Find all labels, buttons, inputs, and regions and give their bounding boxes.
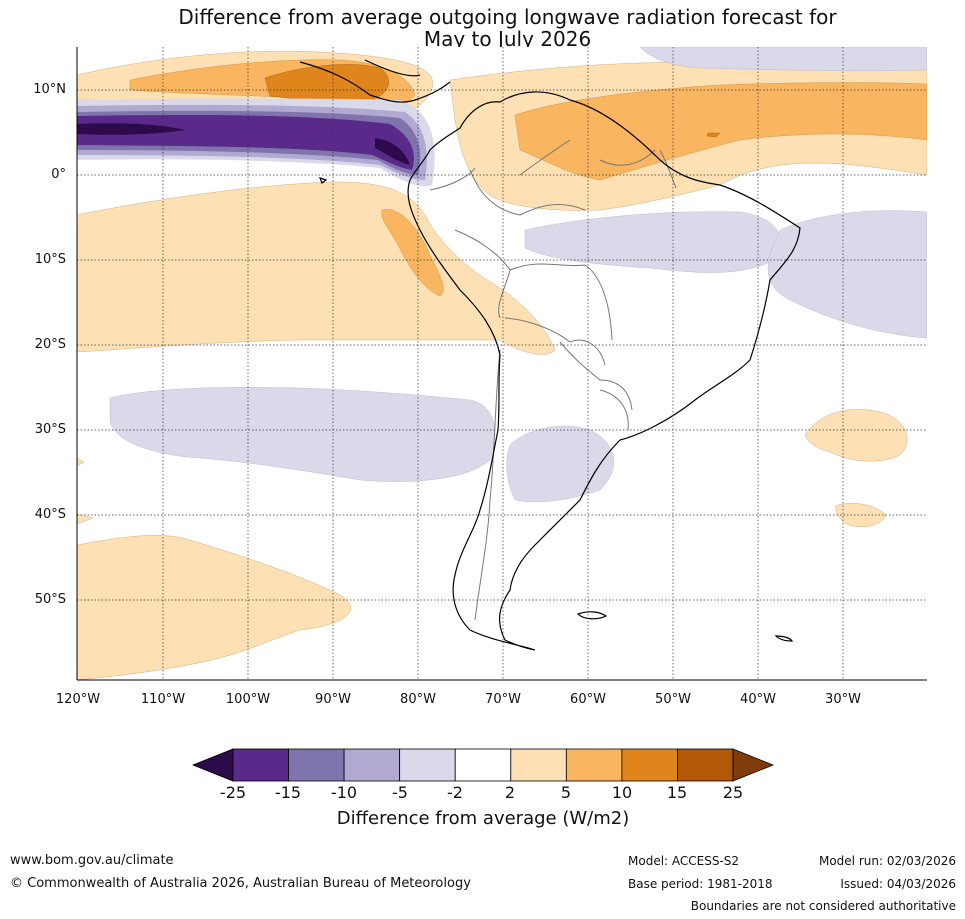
- coastlines: [299, 59, 801, 651]
- anomaly-region-southeast-pacific: [77, 535, 352, 680]
- colorbar-segment: [343, 748, 401, 782]
- coastline-central-america: [299, 61, 451, 103]
- graticule: [77, 47, 927, 680]
- lat-label-40s: 40°S: [34, 507, 66, 522]
- copyright-text: © Commonwealth of Australia 2026, Austra…: [10, 876, 471, 891]
- colorbar-tick-label: 25: [722, 783, 744, 802]
- lon-label-50w: 50°W: [655, 692, 691, 707]
- colorbar-segment: [232, 748, 289, 782]
- colorbar-extend-low: [191, 748, 234, 782]
- colorbar-tick-label: -10: [330, 783, 358, 802]
- anomaly-region-atlantic-spot: [706, 132, 721, 138]
- colorbar: [191, 748, 775, 782]
- lon-label-90w: 90°W: [315, 692, 351, 707]
- issued-date: Issued: 04/03/2026: [840, 877, 956, 891]
- colorbar-tick-label: 10: [611, 783, 633, 802]
- anomaly-region-west-edge: [77, 457, 85, 467]
- colorbar-segment: [399, 748, 456, 782]
- colorbar-tick-label: -15: [274, 783, 302, 802]
- anomaly-region-east-pacific: [77, 181, 556, 355]
- lat-label-10s: 10°S: [34, 252, 66, 267]
- lat-label-20s: 20°S: [34, 337, 66, 352]
- lon-label-120w: 120°W: [55, 692, 101, 707]
- colorbar-tick-label: 15: [666, 783, 688, 802]
- anomaly-region-peru-coast: [381, 209, 444, 297]
- base-period: Base period: 1981-2018: [628, 877, 773, 891]
- lon-label-70w: 70°W: [485, 692, 521, 707]
- lon-label-60w: 60°W: [570, 692, 606, 707]
- anomaly-region-west-edge-2: [77, 513, 94, 525]
- colorbar-segment: [288, 748, 345, 782]
- anomaly-minus2-to-minus5-areas: [109, 47, 927, 503]
- colorbar-tick-label: 2: [504, 783, 516, 802]
- colorbar-tick-label: 5: [560, 783, 572, 802]
- anomaly-region-band-minus25: [77, 123, 410, 165]
- lat-label-30s: 30°S: [34, 422, 66, 437]
- lat-label-0: 0°: [51, 167, 66, 182]
- lat-label-10n: 10°N: [33, 82, 66, 97]
- map-title-line-1: Difference from average outgoing longwav…: [178, 5, 837, 29]
- colorbar-segment: [454, 748, 512, 782]
- lat-label-50s: 50°S: [34, 592, 66, 607]
- website-link[interactable]: www.bom.gov.au/climate: [10, 853, 174, 868]
- model-name: Model: ACCESS-S2: [628, 854, 740, 868]
- colorbar-segment: [510, 748, 567, 782]
- boundaries-disclaimer: Boundaries are not considered authoritat…: [690, 899, 956, 913]
- anomaly-negative-band: [77, 98, 435, 187]
- anomaly-region-south-pacific-neg: [109, 387, 496, 482]
- anomaly-region-atlantic-neg: [767, 210, 927, 339]
- anomaly-region-north-atlantic-neg: [639, 47, 927, 72]
- lon-label-110w: 110°W: [140, 692, 186, 707]
- anomaly-region-argentina-neg: [506, 425, 614, 503]
- colorbar-tick-label: -5: [392, 783, 408, 802]
- anomaly-region-north-brazil: [514, 82, 927, 181]
- map-panel: [77, 47, 927, 680]
- model-run-date: Model run: 02/03/2026: [818, 854, 956, 868]
- coastline-south-america: [407, 91, 801, 651]
- colorbar-extend-high: [732, 748, 775, 782]
- coastline-galapagos: [318, 177, 328, 184]
- country-borders: [429, 139, 677, 621]
- colorbar-segment: [565, 748, 623, 782]
- lon-label-40w: 40°W: [740, 692, 776, 707]
- anomaly-region-south-atlantic-1: [804, 409, 908, 462]
- colorbar-tick-label: -25: [219, 783, 247, 802]
- colorbar-segment: [621, 748, 678, 782]
- lon-label-100w: 100°W: [225, 692, 271, 707]
- colorbar-title: Difference from average (W/m2): [336, 808, 630, 829]
- colorbar-tick-label: -2: [447, 783, 463, 802]
- lon-label-80w: 80°W: [400, 692, 436, 707]
- lon-label-30w: 30°W: [825, 692, 861, 707]
- coastline-caribbean: [364, 59, 421, 77]
- colorbar-segment: [677, 748, 734, 782]
- coastline-south-georgia: [774, 635, 794, 642]
